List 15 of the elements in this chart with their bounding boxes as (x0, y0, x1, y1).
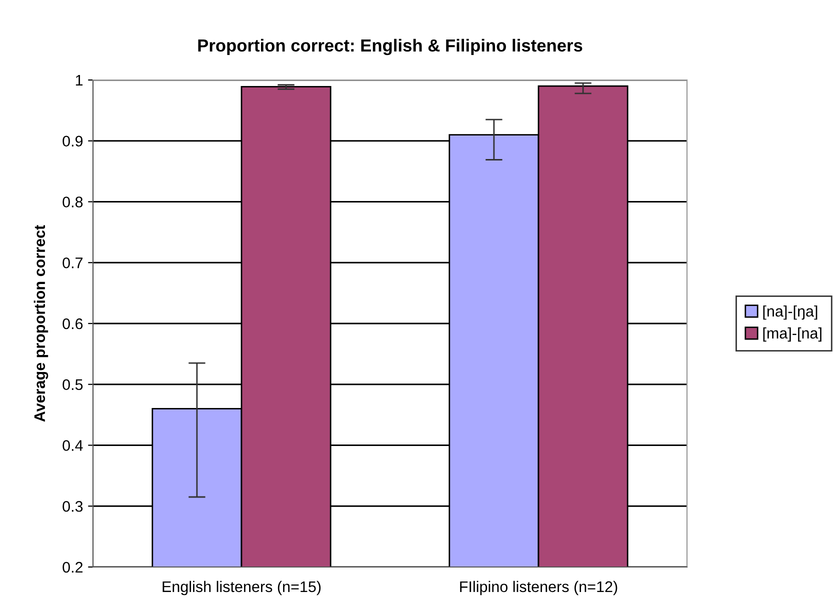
y-axis-title: Average proportion correct (34, 225, 48, 422)
y-tick-label: 0.7 (62, 257, 83, 268)
y-tick-label: 0.5 (62, 379, 83, 390)
chart-title: Proportion correct: English & Filipino listeners (198, 38, 582, 56)
y-tick-label: 0.8 (62, 196, 83, 208)
legend-label: [ma]-[na] (763, 327, 822, 342)
y-tick-label: 1 (76, 75, 83, 86)
x-tick-label: FIlipino listeners (n=12) (460, 580, 618, 596)
y-tick-label: 0.3 (62, 500, 83, 512)
y-tick-label: 0.2 (62, 562, 83, 573)
y-tick-label: 0.6 (62, 318, 83, 330)
legend-label: [na]-[ŋa] (763, 305, 818, 320)
x-tick-label: English listeners (n=15) (162, 580, 321, 596)
y-tick-label: 0.9 (62, 136, 83, 147)
y-tick-label: 0.4 (62, 440, 83, 451)
